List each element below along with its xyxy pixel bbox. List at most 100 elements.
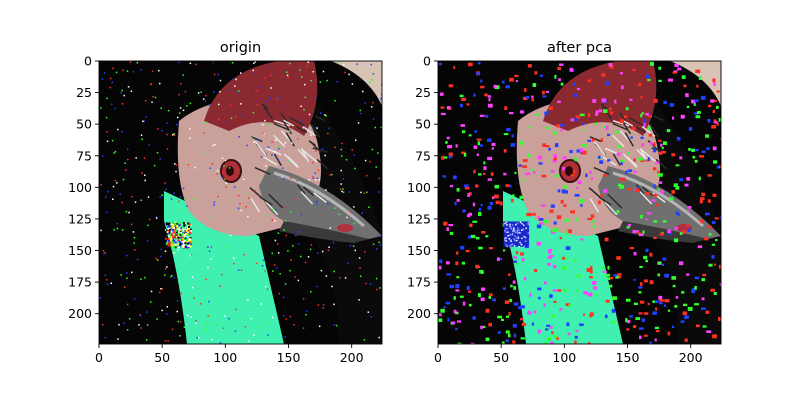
noise-pixel bbox=[576, 149, 581, 153]
patch-pixel bbox=[505, 231, 508, 233]
noise-pixel bbox=[565, 303, 570, 306]
noise-pixel bbox=[229, 104, 232, 107]
noise-pixel bbox=[509, 112, 514, 115]
noise-pixel bbox=[275, 139, 277, 141]
noise-pixel bbox=[377, 235, 379, 237]
noise-pixel bbox=[659, 181, 663, 185]
noise-pixel bbox=[544, 328, 549, 331]
noise-pixel bbox=[465, 249, 470, 253]
noise-pixel bbox=[100, 184, 102, 186]
noise-pixel bbox=[303, 108, 305, 111]
noise-pixel bbox=[102, 250, 105, 252]
noise-pixel bbox=[130, 223, 133, 226]
noise-pixel bbox=[640, 159, 645, 163]
patch-pixel bbox=[178, 227, 181, 230]
noise-pixel bbox=[567, 229, 572, 234]
patch-pixel bbox=[180, 242, 183, 245]
noise-pixel bbox=[283, 229, 286, 231]
patch-pixel bbox=[513, 238, 515, 240]
noise-pixel bbox=[216, 305, 218, 308]
noise-pixel bbox=[568, 304, 572, 307]
noise-pixel bbox=[338, 277, 341, 279]
noise-pixel bbox=[536, 224, 542, 229]
cassowary-image bbox=[438, 61, 721, 344]
noise-pixel bbox=[620, 85, 624, 90]
patch-pixel bbox=[175, 245, 178, 248]
noise-pixel bbox=[238, 135, 241, 138]
noise-pixel bbox=[237, 269, 240, 271]
noise-pixel bbox=[147, 196, 150, 198]
noise-pixel bbox=[121, 201, 123, 204]
noise-pixel bbox=[614, 131, 620, 134]
noise-pixel bbox=[105, 211, 108, 214]
noise-pixel bbox=[477, 62, 481, 65]
noise-pixel bbox=[198, 314, 200, 317]
patch-pixel bbox=[172, 228, 175, 231]
noise-pixel bbox=[211, 338, 213, 341]
feather-stroke bbox=[593, 140, 606, 156]
noise-pixel bbox=[302, 327, 305, 329]
noise-pixel bbox=[369, 283, 372, 285]
noise-pixel bbox=[255, 262, 258, 265]
feather-stroke bbox=[636, 148, 647, 160]
noise-pixel bbox=[130, 271, 133, 274]
noise-pixel bbox=[106, 130, 108, 133]
patch-pixel bbox=[174, 223, 177, 226]
noise-pixel bbox=[342, 178, 345, 180]
noise-pixel bbox=[657, 173, 663, 177]
noise-pixel bbox=[145, 339, 148, 341]
feather-stroke bbox=[249, 187, 263, 199]
noise-pixel bbox=[274, 208, 277, 211]
noise-pixel bbox=[663, 100, 667, 105]
noise-pixel bbox=[136, 258, 139, 261]
noise-pixel bbox=[640, 214, 643, 219]
patch-pixel bbox=[519, 241, 521, 244]
noise-pixel bbox=[166, 148, 169, 150]
noise-pixel bbox=[217, 118, 220, 121]
noise-pixel bbox=[208, 300, 210, 303]
noise-pixel bbox=[194, 310, 197, 313]
noise-pixel bbox=[562, 166, 565, 171]
noise-pixel bbox=[601, 98, 607, 103]
noise-pixel bbox=[118, 323, 120, 326]
noise-pixel bbox=[513, 285, 517, 290]
patch-pixel bbox=[528, 222, 531, 225]
noise-pixel bbox=[202, 131, 205, 134]
patch-pixel bbox=[508, 225, 511, 228]
noise-pixel bbox=[529, 293, 532, 297]
noise-pixel bbox=[184, 198, 186, 200]
noise-pixel bbox=[546, 324, 551, 327]
noise-pixel bbox=[452, 175, 457, 180]
patch-pixel bbox=[183, 233, 186, 236]
noise-pixel bbox=[159, 158, 161, 160]
noise-pixel bbox=[525, 172, 531, 176]
noise-pixel bbox=[505, 184, 510, 187]
noise-pixel bbox=[214, 143, 216, 146]
noise-pixel bbox=[493, 194, 499, 199]
noise-pixel bbox=[638, 327, 644, 330]
noise-pixel bbox=[281, 105, 283, 108]
noise-pixel bbox=[150, 83, 153, 85]
noise-pixel bbox=[274, 239, 277, 242]
noise-pixel bbox=[310, 79, 313, 82]
patch-pixel bbox=[189, 240, 192, 243]
noise-pixel bbox=[553, 157, 557, 161]
noise-pixel bbox=[370, 106, 373, 108]
noise-pixel bbox=[570, 210, 575, 214]
feather-stroke bbox=[300, 148, 318, 163]
noise-pixel bbox=[500, 201, 503, 206]
panel-after-pca: after pca 0 50 100 150 200 02550751001251501… bbox=[407, 40, 722, 365]
noise-pixel bbox=[110, 103, 113, 105]
noise-pixel bbox=[695, 115, 701, 119]
noise-pixel bbox=[139, 314, 142, 316]
panel-title-after-pca: after pca bbox=[547, 40, 612, 56]
noise-pixel bbox=[221, 342, 223, 344]
patch-pixel bbox=[175, 234, 178, 237]
noise-pixel bbox=[119, 193, 122, 195]
noise-pixel bbox=[476, 153, 479, 156]
noise-pixel bbox=[193, 297, 195, 300]
noise-pixel bbox=[503, 149, 507, 153]
noise-pixel bbox=[354, 139, 357, 142]
noise-pixel bbox=[550, 204, 555, 208]
